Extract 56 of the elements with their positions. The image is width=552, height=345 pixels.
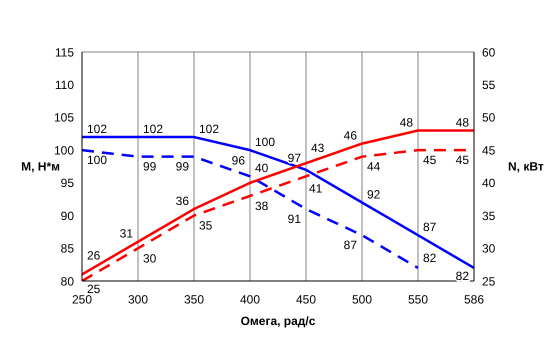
data-label: 97 [288,150,302,165]
data-label: 82 [423,250,437,265]
data-label: 102 [199,122,220,136]
data-label: 100 [255,135,276,150]
data-label: 87 [344,238,358,252]
y-tick-label: 110 [54,78,74,92]
y-tick-label: 85 [60,242,74,256]
y2-tick-label: 30 [482,242,496,256]
y-tick-label: 105 [54,110,74,125]
data-label: 91 [288,212,302,226]
y2-tick-label: 40 [482,176,496,190]
data-label: 96 [232,153,246,168]
y2-tick-label: 45 [482,143,496,158]
data-label: 43 [311,141,325,156]
data-label: 40 [255,160,269,175]
x-tick-label: 550 [408,292,428,307]
x-tick-label: 350 [184,292,204,307]
data-label: 26 [87,248,101,262]
data-label: 31 [120,226,134,241]
x-tick-label: 500 [352,292,372,307]
data-label: 92 [367,187,381,202]
data-label: 44 [367,160,381,174]
data-label: 48 [400,116,414,130]
y-tick-label: 115 [54,45,74,60]
data-label: 38 [255,198,269,213]
data-label: 45 [423,153,437,168]
data-label: 45 [456,153,470,168]
x-tick-label: 450 [296,292,316,307]
y-tick-label: 90 [60,208,74,223]
data-label: 102 [87,122,108,136]
data-label: 35 [199,218,213,233]
data-label: 36 [176,194,190,208]
data-label: 46 [344,128,358,143]
y-tick-label: 95 [60,176,74,190]
y2-axis-title: N, кВт [508,160,544,174]
data-label: 100 [87,153,108,168]
data-label: 41 [309,181,323,196]
y2-tick-label: 55 [482,78,496,92]
y-tick-label: 100 [54,143,74,158]
y2-tick-label: 50 [482,110,496,125]
data-label: 48 [456,116,470,130]
data-label: 102 [143,122,164,136]
y-tick-label: 80 [60,274,74,288]
x-tick-label: 300 [128,292,148,307]
data-label: 87 [423,220,437,234]
data-label: 30 [143,251,157,266]
data-label: 99 [143,160,157,174]
x-tick-label: 400 [240,292,260,307]
data-label: 99 [176,160,190,174]
x-axis-title: Омега, рад/с [240,314,316,328]
y-axis-title: M, Н*м [21,160,60,174]
x-tick-label: 586 [464,292,484,307]
y2-tick-label: 35 [482,208,496,223]
y2-tick-label: 60 [482,45,496,60]
y2-tick-label: 25 [482,274,496,288]
data-label: 82 [456,268,470,283]
